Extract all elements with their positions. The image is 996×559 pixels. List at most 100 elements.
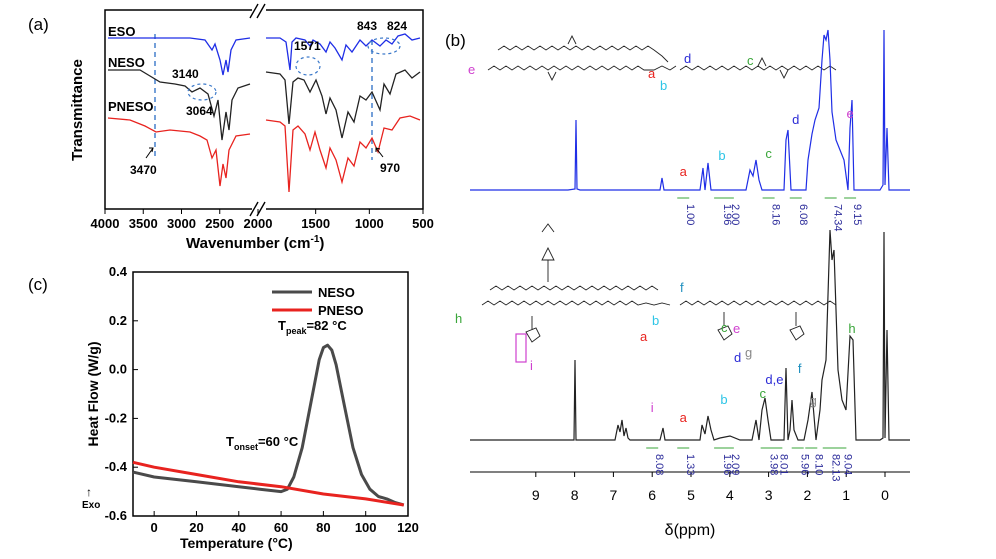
nmr-x-tick-label: 4: [726, 487, 734, 503]
nmr-integral-value: 8.08: [653, 454, 665, 475]
ftir-x-tick-label: 3000: [167, 216, 196, 231]
ftir-x-axis-title: Wavenumber (cm-1): [186, 234, 324, 252]
nmr-integral-value: 8.10: [812, 454, 824, 475]
dsc-annotation-onset: Tonset=60 °C: [226, 434, 299, 452]
eso-chain-top: [497, 45, 669, 63]
eso-struct-label-c: c: [747, 53, 754, 68]
pneso-structure: [481, 223, 837, 343]
dsc-y-axis-title: Heat Flow (W/g): [85, 342, 101, 447]
nmr-peak-label-de: d,e: [765, 372, 783, 387]
nmr-x-tick-label: 0: [881, 487, 889, 503]
ftir-break-mask-top: [252, 2, 266, 18]
dsc-chart: 0 20 40 60 80 100 120 0.4 0.2 0.0 -0.2 -0.4 -0.6 NES…: [82, 264, 419, 551]
nmr-peak-label-b: b: [718, 148, 725, 163]
panel-label-c: (c): [28, 275, 48, 294]
pneso-struct-label-f: f: [680, 280, 684, 295]
pneso-struct-label-a: a: [640, 329, 648, 344]
ftir-ann-3470: 3470: [130, 163, 157, 177]
ftir-label-eso: ESO: [108, 24, 135, 39]
nmr-integral-value: 3.98: [768, 454, 780, 475]
ftir-axis-break-top: [249, 3, 266, 19]
nmr-x-tick-label: 9: [532, 487, 540, 503]
nmr-integral-value: 1.96: [721, 454, 733, 475]
nmr-integral-value: 1.00: [684, 204, 696, 225]
eso-struct-label-d: d: [684, 51, 691, 66]
dsc-y-tick-label: 0.0: [109, 362, 127, 377]
dsc-frame: [132, 271, 409, 517]
nmr-x-tick-label: 2: [804, 487, 812, 503]
dsc-legend-neso: NESO: [318, 285, 355, 300]
ftir-eso-spectrum: [108, 33, 421, 76]
ftir-label-pneso: PNESO: [108, 99, 154, 114]
nmr-integral-value: 9.15: [851, 204, 863, 225]
ftir-x-tick-label: 500: [412, 216, 434, 231]
ftir-arrowhead-970: [375, 147, 381, 152]
pneso-struct-label-d: d: [734, 350, 741, 365]
nmr-peak-label-c: c: [760, 386, 767, 401]
ftir-ellipse-1571: [295, 56, 321, 76]
eso-struct-label-a: a: [648, 66, 656, 81]
nmr-integral-value: 9.04: [841, 454, 853, 475]
pneso-chain-middle: [481, 300, 671, 306]
dsc-x-tick-label: 0: [151, 520, 158, 535]
nmr-integral-value: 8.01: [777, 454, 789, 475]
ftir-x-tick-label: 2500: [205, 216, 234, 231]
ftir-ann-843: 843: [357, 19, 377, 33]
pneso-norbornene-top: [541, 223, 555, 282]
dsc-x-axis-title: Temperature (°C): [180, 535, 293, 551]
nmr-peak-label-f: f: [798, 361, 802, 376]
nmr-pneso-spectrum: [470, 229, 910, 441]
ftir-ellipse-843: [367, 37, 401, 55]
nmr-integral-value: 1.33: [684, 454, 696, 475]
nmr-x-ticks: 9 8 7 6 5 4 3 2 1 0: [532, 472, 889, 503]
pneso-struct-label-h: h: [455, 311, 462, 326]
ftir-chart: ESO NESO PNESO 3140 3064 1571 843 824 34…: [69, 2, 434, 252]
nmr-x-tick-label: 6: [648, 487, 656, 503]
nmr-x-axis-title: δ(ppm): [665, 522, 716, 539]
ftir-ann-824: 824: [387, 19, 407, 33]
panel-label-a: (a): [28, 15, 49, 34]
ftir-neso-spectrum: [108, 69, 421, 141]
nmr-peak-label-a: a: [680, 164, 688, 179]
ftir-ann-3140: 3140: [172, 67, 199, 81]
pneso-struct-label-e: e: [733, 321, 740, 336]
ftir-y-axis-title: Transmittance: [69, 59, 86, 161]
nmr-x-tick-label: 1: [842, 487, 850, 503]
ftir-x-tick-label: 4000: [91, 216, 120, 231]
nmr-x-tick-label: 3: [765, 487, 773, 503]
dsc-y-tick-label: -0.6: [105, 508, 127, 523]
pneso-struct-label-i: i: [530, 358, 533, 373]
dsc-exo-arrow: ↑: [86, 485, 92, 499]
dsc-line-pneso: [132, 460, 405, 507]
nmr-integral-value: 6.08: [797, 204, 809, 225]
ftir-label-neso: NESO: [108, 55, 145, 70]
eso-chain-middle: [487, 65, 677, 71]
pneso-struct-label-g: g: [745, 345, 752, 360]
dsc-annotation-peak: Tpeak=82 °C: [278, 318, 347, 336]
ftir-x-tick-label: 1500: [301, 216, 330, 231]
ftir-x-tick-label: 1000: [355, 216, 384, 231]
ftir-x-tick-label: 3500: [129, 216, 158, 231]
ftir-pneso-spectrum: [107, 115, 421, 193]
dsc-exo-label: Exo: [82, 500, 100, 511]
panel-label-b: (b): [445, 31, 466, 50]
eso-chain-right: [679, 65, 837, 71]
nmr-peak-label-h: h: [848, 321, 855, 336]
nmr-integral-value: 2.00: [729, 204, 741, 225]
nmr-integral-value: 82.13: [830, 454, 842, 482]
eso-struct-label-e: e: [468, 62, 475, 77]
nmr-integral-value: 74.34: [832, 204, 844, 232]
ftir-x-tick-label: 2000: [244, 216, 273, 231]
nmr-chart: e a b c d h a b f c e g d i 9 8 7 6 5 4 3 2 1 0: [455, 29, 910, 539]
eso-epoxides: [547, 34, 789, 82]
ftir-arrowhead-3470: [149, 147, 154, 153]
pneso-chain-right: [679, 300, 837, 306]
dsc-y-tick-label: -0.4: [105, 459, 128, 474]
pneso-highlight-box: [515, 333, 527, 363]
ftir-ann-970: 970: [380, 161, 400, 175]
nmr-integral-value: 2.09: [729, 454, 741, 475]
nmr-peak-label-c: c: [765, 146, 772, 161]
ftir-x-ticks: 4000 3500 3000 2500 2000 1500 1000 500: [91, 209, 434, 231]
ftir-ellipse-3064: [187, 83, 217, 101]
